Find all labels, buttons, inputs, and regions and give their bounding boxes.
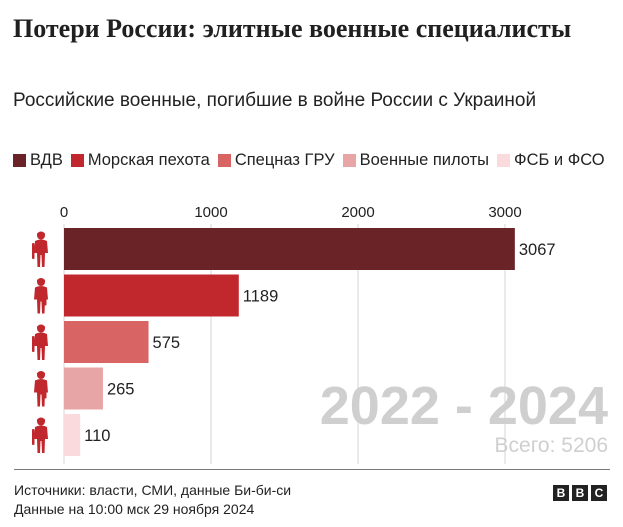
legend-swatch	[217, 154, 231, 167]
watermark-total: Всего: 5206	[495, 434, 608, 457]
footer-divider	[14, 469, 610, 470]
bar	[64, 414, 81, 456]
chart-title: Потери России: элитные военные специалис…	[13, 14, 572, 43]
legend-label: Морская пехота	[87, 151, 210, 169]
legend: ВДВ Морская пехота Спецназ ГРУ Военные пило…	[13, 150, 613, 173]
legend-swatch	[13, 154, 26, 167]
bar	[64, 228, 515, 270]
x-tick-label: 3000	[488, 204, 521, 221]
soldier-icon	[32, 231, 48, 267]
bbc-logo-letter: B	[572, 485, 588, 501]
x-tick-label: 1000	[194, 204, 227, 221]
x-tick-label: 2000	[341, 204, 374, 221]
legend-item: Спецназ ГРУ	[217, 150, 335, 171]
bar-value-label: 265	[107, 381, 135, 399]
legend-label: Военные пилоты	[359, 151, 490, 169]
soldier-icon	[32, 324, 48, 360]
bar-value-label: 1189	[243, 288, 278, 306]
x-tick-label: 0	[60, 204, 68, 221]
bbc-logo: B B C	[553, 485, 607, 501]
bar	[64, 367, 103, 410]
legend-item: Морская пехота	[70, 150, 210, 171]
bar-value-label: 575	[153, 334, 181, 352]
watermark-period: 2022 - 2024	[320, 376, 608, 436]
legend-item: ФСБ и ФСО	[497, 150, 605, 171]
soldier-icon	[34, 278, 48, 314]
legend-label: ВДВ	[30, 151, 63, 169]
bar	[64, 321, 149, 363]
legend-swatch	[342, 154, 356, 167]
legend-label: Спецназ ГРУ	[234, 151, 335, 169]
legend-item: ВДВ	[13, 150, 63, 171]
footer-date: Данные на 10:00 мск 29 ноября 2024	[14, 501, 255, 517]
soldier-icon	[34, 371, 48, 407]
soldier-icon	[32, 417, 48, 453]
bar-value-label: 3067	[519, 241, 556, 259]
legend-swatch	[70, 154, 84, 167]
bar-value-label: 110	[84, 427, 110, 445]
footer-sources: Источники: власти, СМИ, данные Би-би-си	[14, 482, 292, 498]
bbc-logo-letter: B	[553, 485, 569, 501]
chart-subtitle: Российские военные, погибшие в войне Рос…	[13, 90, 537, 111]
bbc-logo-letter: C	[591, 485, 607, 501]
legend-swatch	[497, 154, 511, 167]
bar	[64, 274, 239, 317]
legend-label: ФСБ и ФСО	[514, 151, 605, 169]
footer: Источники: власти, СМИ, данные Би-би-си …	[14, 481, 291, 519]
legend-item: Военные пилоты	[342, 150, 490, 171]
